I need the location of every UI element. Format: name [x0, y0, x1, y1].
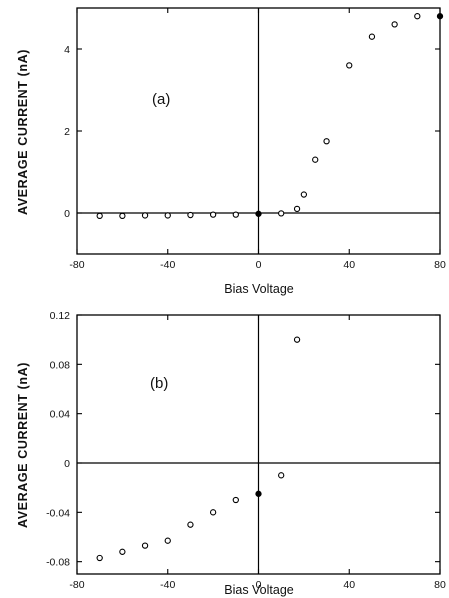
panel-b-x-tick-label: 80: [434, 579, 446, 591]
panel-a-y-tick-label: 4: [64, 44, 70, 56]
panel-b-data-point: [209, 509, 217, 516]
panel-b-data-point: [96, 554, 103, 562]
panel-b-x-axis-title: Bias Voltage: [224, 583, 294, 597]
panel-b-data-point: [187, 521, 194, 528]
panel-a-data-point: [255, 210, 262, 217]
panel-a-data-point: [232, 211, 239, 218]
panel-a-y-axis-title: AVERAGE CURRENT (nA): [16, 49, 30, 215]
panel-b-data-point: [278, 472, 285, 479]
panel-b-x-tick-label: -40: [160, 579, 175, 591]
panel-b-y-ticks: -0.08 -0.04 0 0.04 0.08 0.12: [46, 310, 440, 569]
panel-b-x-tick-label: -80: [69, 579, 84, 591]
panel-b-y-tick-label: 0.08: [50, 359, 71, 371]
panel-b-data-point: [141, 542, 149, 549]
panel-a-data-point: [414, 13, 421, 20]
panel-a-x-tick-label: 80: [434, 259, 446, 271]
panel-a-x-tick-label: -40: [160, 259, 175, 271]
panel-a-data-point: [391, 21, 398, 28]
panel-b-data-point: [119, 548, 126, 555]
panel-a-data-point: [209, 211, 217, 218]
panel-a-data-point: [368, 33, 376, 40]
panel-b-data-point: [164, 537, 171, 544]
panel-a-label: (a): [152, 91, 170, 108]
panel-a-data-point: [293, 205, 301, 213]
panel-b-y-tick-label: 0: [64, 458, 70, 470]
panel-a-data-point: [312, 156, 319, 163]
panel-a-x-tick-label: 40: [343, 259, 355, 271]
panel-b-data-point: [255, 490, 262, 497]
panel-a-data-point: [278, 210, 285, 217]
panel-a-x-axis-title: Bias Voltage: [224, 282, 294, 296]
panel-a-x-ticks: -80 -40 0 40 80: [69, 8, 446, 271]
panel-b-x-tick-label: 0: [256, 579, 262, 591]
panel-a-data-point: [323, 138, 330, 145]
panel-b-y-tick-label: 0.12: [50, 310, 71, 322]
panel-a: -80 -40 0 40 80 0 2 4 (a) Bias Voltage AVERAGE…: [16, 7, 446, 296]
panel-a-data-point: [96, 212, 103, 220]
panel-a-data-point: [119, 212, 126, 220]
panel-b-y-axis-title: AVERAGE CURRENT (nA): [16, 362, 30, 528]
panel-b-data-point: [232, 496, 239, 504]
panel-a-points: [96, 13, 444, 220]
panel-b-points: [96, 336, 301, 562]
panel-a-data-point: [436, 13, 444, 20]
panel-b-y-tick-label: -0.08: [46, 557, 70, 569]
panel-b-x-tick-label: 40: [343, 579, 355, 591]
panel-a-x-tick-label: -80: [69, 259, 84, 271]
panel-b-label: (b): [150, 375, 168, 392]
panel-a-data-point: [164, 212, 171, 219]
panel-a-data-point: [187, 211, 194, 219]
panel-a-y-tick-label: 0: [64, 208, 70, 220]
panel-b-y-tick-label: 0.04: [50, 409, 71, 421]
panel-a-y-ticks: 0 2 4: [64, 44, 440, 220]
panel-b-data-point: [293, 336, 301, 343]
panel-a-x-tick-label: 0: [256, 259, 262, 271]
panel-a-y-tick-label: 2: [64, 126, 70, 138]
panel-b-y-tick-label: -0.04: [46, 507, 70, 519]
panel-a-data-point: [346, 62, 353, 69]
panel-a-data-point: [141, 212, 149, 219]
panel-a-data-point: [300, 191, 308, 198]
panel-b-x-ticks: -80 -40 0 40 80: [69, 315, 446, 591]
